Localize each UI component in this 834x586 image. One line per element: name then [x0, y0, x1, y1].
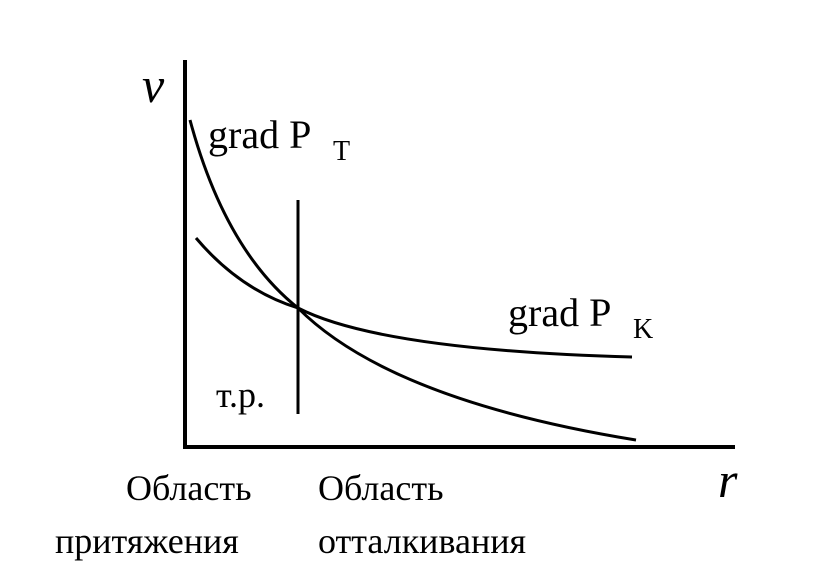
region-label: Область [126, 468, 252, 508]
region-label: Область [318, 468, 444, 508]
curve-subscript: T [333, 136, 350, 167]
equilibrium-label: т.р. [216, 375, 265, 415]
x-axis-label: r [718, 452, 738, 508]
region-label: притяжения [55, 521, 239, 561]
curve-label: grad P [208, 112, 311, 157]
curve-subscript: K [633, 314, 653, 345]
y-axis-label: v [142, 57, 165, 113]
curve-label: grad P [508, 290, 611, 335]
curve-t [188, 119, 637, 442]
region-label: отталкивания [318, 521, 526, 561]
curve-k [194, 237, 633, 359]
